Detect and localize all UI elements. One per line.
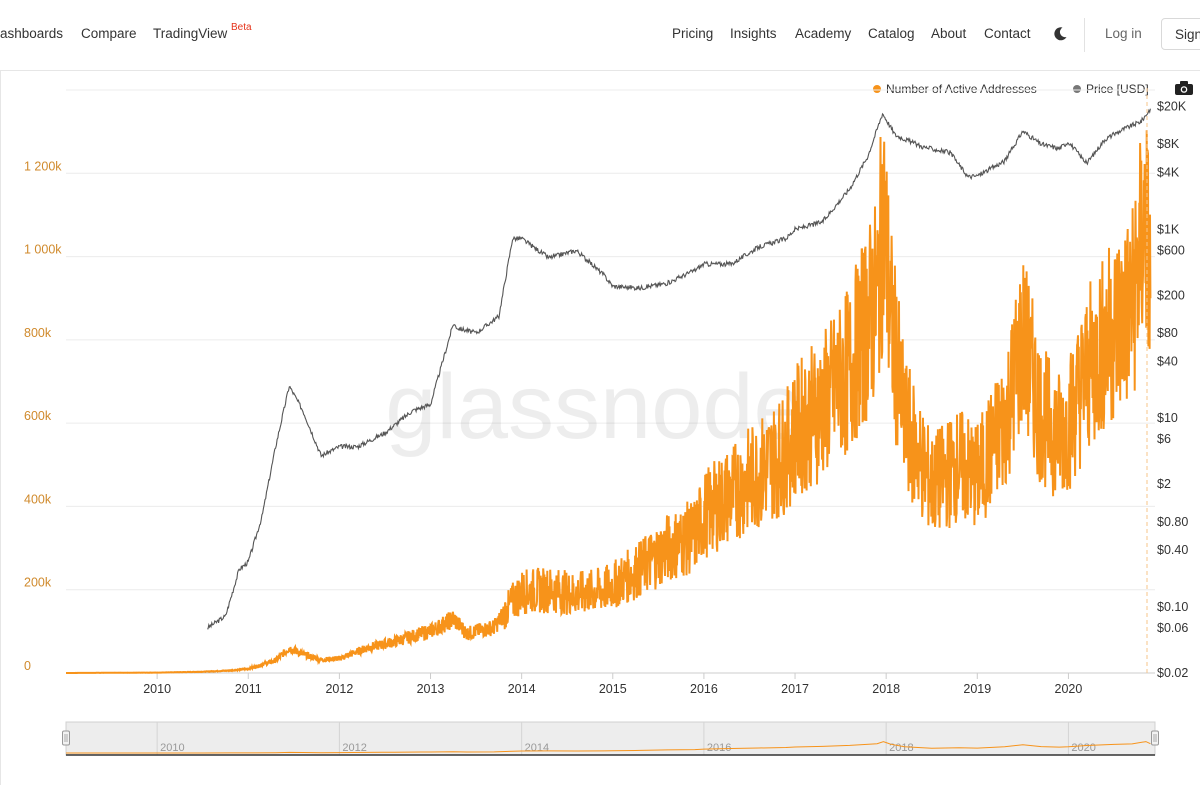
navigator[interactable]: 2010 2012 2014 2016 2018 2020 xyxy=(62,721,1159,756)
y-left-tick-label: 1 200k xyxy=(24,159,62,173)
y-right-tick-label: $40 xyxy=(1157,354,1178,368)
x-tick-label: 2012 xyxy=(325,682,353,696)
nav-contact[interactable]: Contact xyxy=(984,26,1031,41)
top-navigation: ashboards Compare TradingView Beta Pricing… xyxy=(0,0,1200,71)
y-left-tick-label: 800k xyxy=(24,326,52,340)
y-right-tick-label: $10 xyxy=(1157,411,1178,425)
y-left-tick-label: 200k xyxy=(24,576,52,590)
y-right-tick-label: $0.80 xyxy=(1157,515,1188,529)
x-tick-label: 2014 xyxy=(508,682,536,696)
x-tick-label: 2017 xyxy=(781,682,809,696)
nav-tradingview[interactable]: TradingView xyxy=(153,26,228,41)
signup-button[interactable]: Sign xyxy=(1161,18,1200,50)
nav-insights[interactable]: Insights xyxy=(730,26,777,41)
navigator-handle-right[interactable] xyxy=(1151,730,1159,746)
y-right-tick-label: $6 xyxy=(1157,432,1171,446)
navigator-label: 2014 xyxy=(525,742,549,754)
y-right-tick-label: $80 xyxy=(1157,326,1178,340)
y-right-tick-label: $0.10 xyxy=(1157,600,1188,614)
navigator-label: 2016 xyxy=(707,742,731,754)
x-tick-label: 2016 xyxy=(690,682,718,696)
y-right-tick-label: $0.40 xyxy=(1157,543,1188,557)
legend-label-addresses: Number of Active Addresses xyxy=(886,82,1037,96)
y-right-tick-label: $8K xyxy=(1157,137,1180,151)
y-right-tick-label: $200 xyxy=(1157,288,1185,302)
series-line-addresses xyxy=(66,130,1152,675)
navigator-label: 2020 xyxy=(1071,742,1095,754)
y-right-tick-label: $0.02 xyxy=(1157,666,1188,680)
navigator-background xyxy=(65,721,1156,756)
nav-pricing[interactable]: Pricing xyxy=(672,26,714,41)
panel-border xyxy=(0,70,1,785)
y-right-tick-label: $2 xyxy=(1157,477,1171,491)
legend-label-price: Price [USD] xyxy=(1086,82,1149,96)
x-tick-label: 2011 xyxy=(235,682,262,696)
navigator-series xyxy=(66,741,1151,754)
navigator-label: 2018 xyxy=(889,742,913,754)
signup-label: Sign xyxy=(1175,27,1200,42)
legend-item-addresses[interactable]: Number of Active Addresses xyxy=(873,82,1037,96)
y-left-tick-label: 0 xyxy=(24,659,31,673)
nav-dashboards[interactable]: ashboards xyxy=(0,26,64,41)
y-left-tick-label: 1 000k xyxy=(24,243,62,257)
navigator-label: 2012 xyxy=(342,742,366,754)
y-left-tick-label: 400k xyxy=(24,492,52,506)
nav-academy[interactable]: Academy xyxy=(795,26,852,41)
navigator-label: 2010 xyxy=(160,742,184,754)
nav-divider xyxy=(1084,18,1085,52)
series-line-price xyxy=(207,108,1151,630)
y-right-tick-label: $600 xyxy=(1157,243,1185,257)
x-tick-label: 2010 xyxy=(143,682,171,696)
moon-icon[interactable] xyxy=(1052,26,1068,42)
camera-icon[interactable] xyxy=(1175,81,1193,95)
beta-badge: Beta xyxy=(231,22,252,33)
nav-catalog[interactable]: Catalog xyxy=(868,26,915,41)
navigator-handle-left[interactable] xyxy=(62,730,70,746)
legend-dot-price xyxy=(1073,84,1081,93)
watermark: glassnode xyxy=(385,356,804,458)
x-tick-label: 2013 xyxy=(417,682,445,696)
nav-compare[interactable]: Compare xyxy=(81,26,137,41)
y-right-tick-label: $0.06 xyxy=(1157,621,1188,635)
y-right-tick-label: $4K xyxy=(1157,166,1180,180)
x-tick-label: 2019 xyxy=(963,682,991,696)
y-right-tick-label: $1K xyxy=(1157,222,1180,236)
nav-about[interactable]: About xyxy=(931,26,967,41)
y-left-tick-label: 600k xyxy=(24,409,52,423)
legend-item-price[interactable]: Price [USD] xyxy=(1073,82,1149,96)
x-tick-label: 2020 xyxy=(1055,682,1083,696)
y-right-tick-label: $20K xyxy=(1157,100,1187,114)
x-tick-label: 2015 xyxy=(599,682,627,696)
login-link[interactable]: Log in xyxy=(1105,26,1142,41)
x-tick-label: 2018 xyxy=(872,682,900,696)
legend-dot-addresses xyxy=(873,84,881,93)
